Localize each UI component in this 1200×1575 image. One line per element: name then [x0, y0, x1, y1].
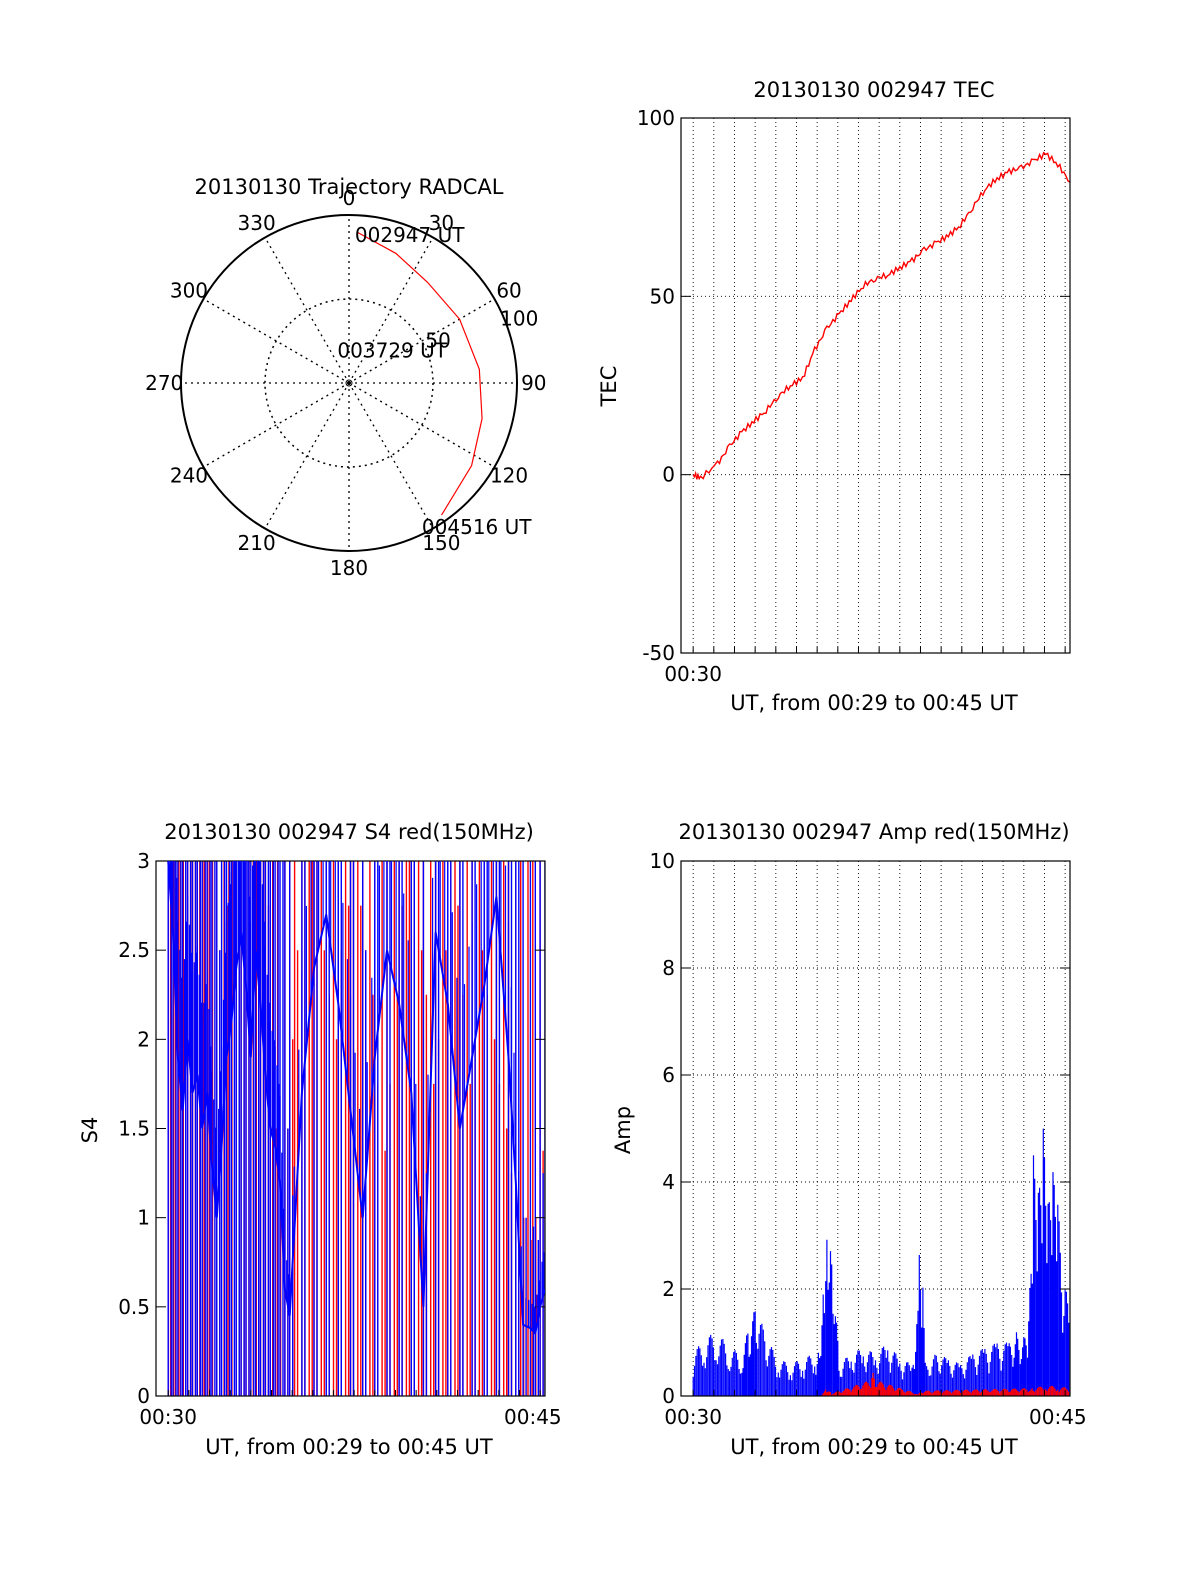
y-tick-label: 1: [137, 1206, 150, 1230]
x-tick-label: 00:30: [139, 1405, 197, 1429]
y-tick-label: 10: [650, 849, 675, 873]
polar-azimuth-label: 210: [238, 531, 276, 555]
tec-grid: [681, 118, 1070, 653]
polar-azimuth-label: 60: [496, 279, 521, 303]
polar-spoke: [264, 382, 350, 529]
tec-series-red: [692, 151, 1070, 481]
polar-azimuth-label: 120: [490, 463, 528, 487]
y-tick-label: 0: [662, 463, 675, 487]
amp-series: [692, 1128, 1070, 1396]
s4-y-axis-label: S4: [78, 1117, 102, 1144]
amp-title: 20130130 002947 Amp red(150MHz): [678, 820, 1069, 844]
polar-labels: 0 30 60 90 120 150 180 210 240 270 300 330 50 100: [145, 186, 546, 580]
amp-grid: [681, 861, 1070, 1396]
y-tick-label: 50: [650, 284, 675, 308]
polar-azimuth-label: 150: [422, 531, 460, 555]
x-tick-label: 00:45: [1029, 1405, 1087, 1429]
polar-azimuth-label: 300: [170, 279, 208, 303]
tec-y-axis-label: TEC: [597, 366, 621, 408]
tec-x-axis-label: UT, from 00:29 to 00:45 UT: [730, 691, 1018, 715]
y-tick-label: 0.5: [118, 1295, 150, 1319]
polar-azimuth-label: 30: [429, 211, 454, 235]
y-tick-label: 2.5: [118, 938, 150, 962]
trajectory-panel: 20130130 Trajectory RADCAL 0 30 60 90 120 150…: [145, 175, 546, 580]
x-tick-label: 00:30: [664, 1405, 722, 1429]
polar-annotations: 002947 UT 003729 UT 004516 UT: [337, 223, 532, 539]
y-tick-label: 100: [637, 106, 675, 130]
trajectory-annotation: 002947 UT: [355, 223, 465, 247]
polar-azimuth-label: 240: [170, 463, 208, 487]
y-tick-label: 3: [137, 849, 150, 873]
polar-ring-label: 100: [500, 307, 538, 331]
y-tick-label: 0: [137, 1384, 150, 1408]
polar-azimuth-label: 90: [521, 371, 546, 395]
x-tick-label: 00:45: [504, 1405, 562, 1429]
trajectory-title: 20130130 Trajectory RADCAL: [195, 175, 504, 199]
polar-spoke: [348, 382, 434, 529]
polar-grid: [180, 214, 518, 552]
s4-title: 20130130 002947 S4 red(150MHz): [164, 820, 534, 844]
polar-azimuth-label: 270: [145, 371, 183, 395]
polar-azimuth-label: 0: [343, 186, 356, 210]
y-tick-label: 6: [662, 1063, 675, 1087]
tec-title: 20130130 002947 TEC: [753, 78, 994, 102]
x-tick-label: 00:30: [664, 662, 722, 686]
y-tick-label: 1.5: [118, 1117, 150, 1141]
polar-center: [345, 379, 353, 387]
tec-series: [692, 151, 1070, 481]
amp-ticks: 0 2 4 6 8 10 00:30 00:45: [650, 849, 1087, 1429]
s4-ticks: 0 0.5 1 1.5 2 2.5 3 00:30 00:45: [118, 849, 561, 1429]
amp-y-axis-label: Amp: [611, 1106, 635, 1154]
polar-ring: [180, 214, 518, 552]
s4-series-blue: [167, 861, 545, 1336]
s4-x-axis-label: UT, from 00:29 to 00:45 UT: [205, 1435, 493, 1459]
polar-spoke: [203, 298, 350, 384]
y-tick-label: 8: [662, 956, 675, 980]
y-tick-label: 4: [662, 1170, 675, 1194]
amp-panel: 20130130 002947 Amp red(150MHz) UT, from…: [611, 820, 1087, 1459]
polar-azimuth-label: 330: [238, 211, 276, 235]
polar-spoke: [348, 382, 495, 468]
polar-series: [356, 231, 483, 516]
polar-spoke: [203, 382, 350, 468]
tec-panel: 20130130 002947 TEC UT, from 00:29 to 00…: [597, 78, 1071, 715]
polar-spoke: [348, 298, 495, 384]
polar-ring-label: 50: [425, 328, 450, 352]
trajectory-annotation: 004516 UT: [422, 515, 532, 539]
y-tick-label: 2: [137, 1027, 150, 1051]
amp-axes-frame: [680, 860, 1071, 1397]
trajectory-annotation: 003729 UT: [337, 338, 447, 362]
tec-axes-frame: [680, 117, 1071, 654]
amp-x-axis-label: UT, from 00:29 to 00:45 UT: [730, 1435, 1018, 1459]
polar-spoke: [264, 237, 350, 384]
tec-ticks: -50 0 50 100 00:30: [637, 106, 1070, 686]
y-tick-label: 0: [662, 1384, 675, 1408]
polar-azimuth-label: 180: [330, 556, 368, 580]
trajectory-line: [356, 231, 483, 516]
s4-panel: 20130130 002947 S4 red(150MHz) UT, from …: [78, 820, 562, 1459]
y-tick-label: 2: [662, 1277, 675, 1301]
polar-spoke: [348, 237, 434, 384]
y-tick-label: -50: [642, 641, 675, 665]
amp-series-blue: [692, 1128, 1070, 1396]
